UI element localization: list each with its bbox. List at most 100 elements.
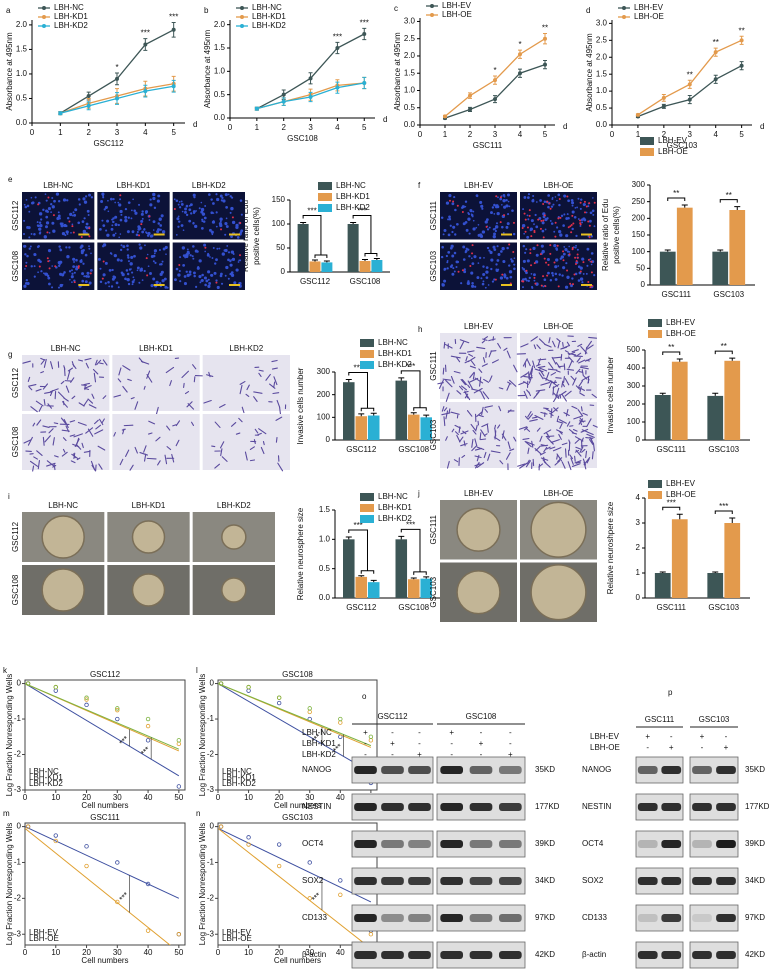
nucleus bbox=[503, 273, 506, 276]
invaded-cell bbox=[460, 378, 466, 386]
point bbox=[115, 716, 120, 722]
x-tick-label: 0 bbox=[216, 948, 221, 957]
column-label: LBH-KD1 bbox=[132, 501, 166, 510]
nucleus bbox=[483, 257, 485, 259]
point bbox=[115, 899, 120, 905]
sign: - bbox=[480, 728, 483, 737]
nucleus bbox=[104, 205, 108, 209]
point bbox=[468, 93, 472, 98]
micrograph bbox=[172, 192, 245, 240]
nucleus bbox=[583, 218, 587, 222]
point bbox=[171, 27, 176, 32]
edu-cell bbox=[47, 260, 50, 263]
nucleus bbox=[230, 250, 235, 254]
nucleus bbox=[446, 267, 449, 270]
point bbox=[53, 833, 58, 838]
band bbox=[661, 840, 682, 848]
nucleus bbox=[57, 286, 61, 289]
invaded-cell bbox=[550, 408, 553, 418]
nucleus bbox=[541, 221, 545, 225]
nucleus bbox=[146, 253, 149, 256]
nucleus bbox=[192, 245, 195, 248]
y-tick-label: 0 bbox=[281, 267, 286, 276]
nucleus bbox=[114, 232, 117, 235]
y-tick-label: 2 bbox=[636, 543, 641, 552]
nucleus bbox=[25, 261, 28, 264]
nucleus bbox=[532, 194, 535, 198]
nucleus bbox=[81, 220, 85, 223]
x-axis-label: GSC111 bbox=[473, 141, 503, 150]
nucleus bbox=[132, 198, 134, 201]
column-label: LBH-KD2 bbox=[217, 501, 251, 510]
edu-cell bbox=[25, 265, 28, 268]
invaded-cell bbox=[442, 378, 452, 381]
invaded-cell bbox=[525, 460, 531, 468]
point bbox=[338, 716, 343, 722]
panel-letter: m bbox=[3, 809, 10, 818]
nucleus bbox=[230, 259, 233, 261]
invaded-cell bbox=[543, 429, 552, 435]
invaded-cell bbox=[587, 378, 590, 384]
invaded-cell bbox=[239, 381, 246, 385]
x-tick-label: 0 bbox=[30, 128, 35, 137]
nucleus bbox=[164, 285, 168, 289]
nucleus bbox=[153, 206, 157, 210]
legend-label: LBH-KD2 bbox=[54, 21, 88, 30]
nucleus bbox=[158, 249, 161, 252]
nucleus bbox=[216, 285, 220, 290]
x-tick-label: 2 bbox=[468, 130, 473, 139]
edu-cell bbox=[148, 215, 151, 218]
nucleus bbox=[120, 244, 123, 247]
nucleus bbox=[505, 276, 509, 280]
significance: ** bbox=[726, 191, 732, 200]
group-label: GSC108 bbox=[466, 712, 497, 721]
bracket bbox=[360, 570, 375, 574]
nucleus bbox=[486, 218, 489, 222]
error-bar bbox=[398, 535, 405, 540]
nucleus bbox=[136, 230, 139, 234]
invaded-cell bbox=[36, 450, 43, 456]
nucleus bbox=[467, 211, 470, 214]
nucleus bbox=[137, 225, 141, 229]
invaded-cell bbox=[471, 438, 474, 448]
nucleus bbox=[119, 248, 123, 252]
legend-label: LBH-OE bbox=[442, 10, 472, 19]
nucleus bbox=[467, 280, 470, 283]
nucleus bbox=[159, 282, 162, 285]
nucleus bbox=[463, 270, 467, 274]
nucleus bbox=[71, 214, 74, 217]
y-tick-label: 1.5 bbox=[16, 45, 28, 54]
y-tick-label: 1.5 bbox=[596, 69, 608, 78]
edu-cell bbox=[572, 283, 575, 286]
sign: - bbox=[670, 732, 673, 741]
y-axis-label: positive cells(%) bbox=[252, 207, 261, 265]
nucleus bbox=[37, 258, 41, 262]
y-tick-label: 200 bbox=[627, 399, 641, 408]
sign: + bbox=[449, 728, 454, 737]
nucleus bbox=[493, 278, 496, 281]
nucleus bbox=[200, 278, 204, 283]
error-bar bbox=[398, 377, 405, 381]
nucleus bbox=[574, 207, 577, 209]
invaded-cell bbox=[497, 342, 502, 349]
invaded-cell bbox=[574, 449, 580, 453]
nucleus bbox=[164, 245, 168, 250]
nucleus bbox=[216, 197, 220, 202]
nucleus bbox=[125, 269, 129, 272]
legend-label: LBH-NC bbox=[29, 767, 59, 776]
y-axis-label: Relative ratio of Edu bbox=[601, 199, 610, 271]
nucleus bbox=[127, 256, 130, 259]
invaded-cell bbox=[83, 399, 89, 407]
nucleus bbox=[112, 220, 115, 224]
nucleus bbox=[33, 252, 37, 257]
nucleus bbox=[588, 219, 592, 223]
invaded-cell bbox=[585, 436, 594, 439]
point bbox=[362, 32, 367, 36]
y-axis-label: Absorbance at 495nm bbox=[203, 30, 212, 109]
invaded-cell bbox=[273, 376, 278, 386]
nucleus bbox=[182, 263, 186, 267]
nucleus bbox=[83, 217, 86, 220]
nucleus bbox=[493, 203, 496, 207]
nucleus bbox=[214, 262, 217, 265]
